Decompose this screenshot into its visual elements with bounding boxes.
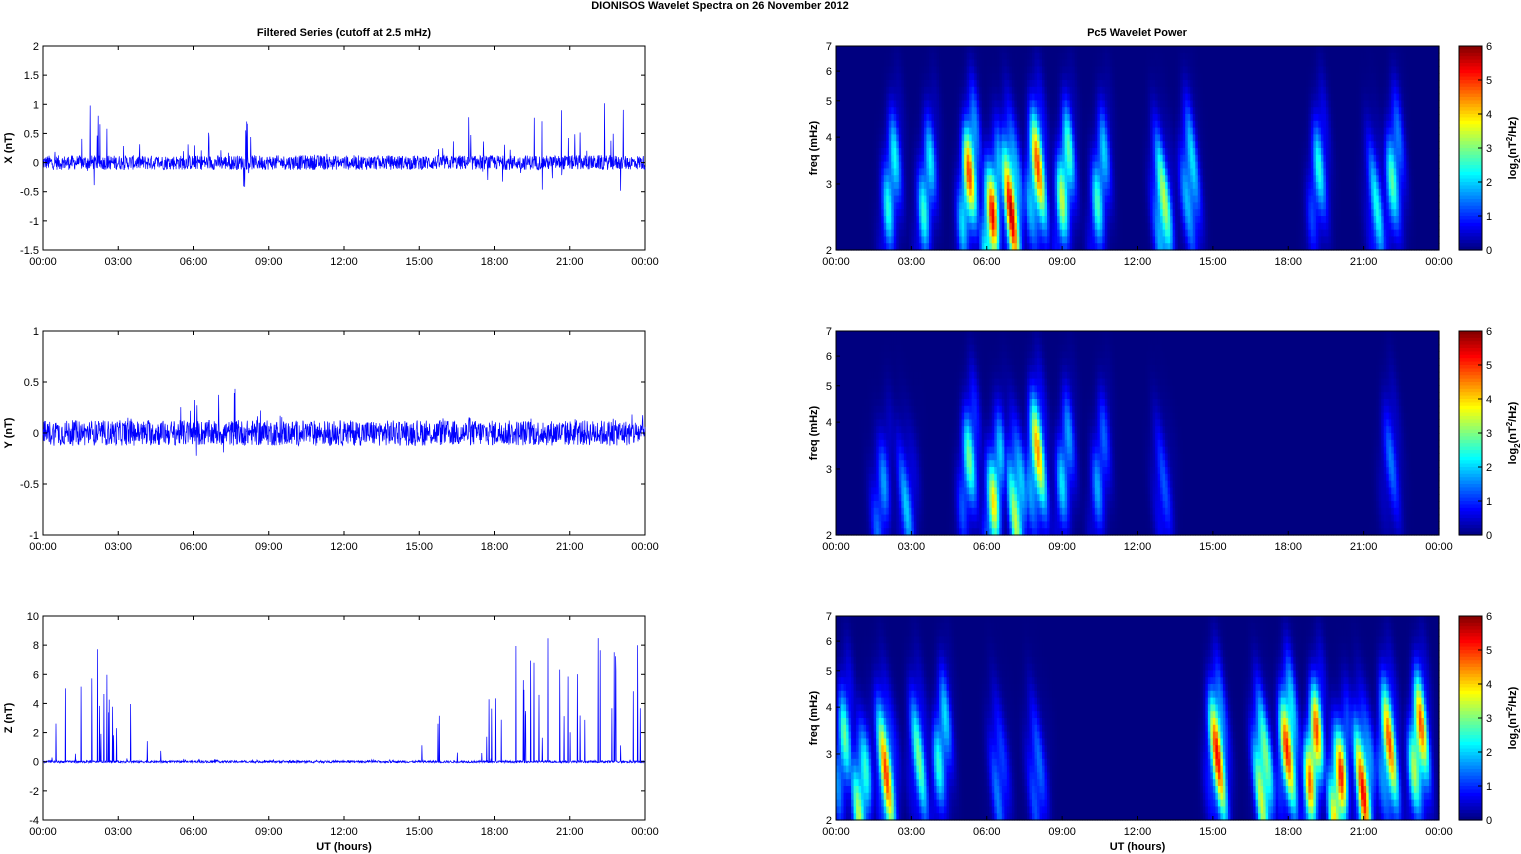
x-tick-label: 12:00: [330, 541, 358, 553]
x-tick-label: 15:00: [405, 256, 433, 268]
x-tick-label: 15:00: [405, 541, 433, 553]
x-tick-label: 00:00: [631, 826, 659, 838]
series-panel-X: 21.510.50-0.5-1-1.500:00 03:00 06:00 09:00 1…: [3, 41, 659, 268]
x-tick-label: 03:00: [104, 256, 132, 268]
y-tick-label: 0: [33, 158, 39, 170]
y-tick-label: 10: [27, 611, 39, 623]
x-tick-label: 09:00: [255, 826, 283, 838]
y-tick-label: 2: [33, 41, 39, 53]
y-tick-label: 6: [33, 669, 39, 681]
x-tick-label: 09:00: [255, 256, 283, 268]
left-column-title: Filtered Series (cutoff at 2.5 mHz): [257, 27, 432, 39]
y-tick-label: 1: [33, 99, 39, 111]
x-tick-label: 15:00: [405, 826, 433, 838]
y-tick-label: -0.5: [20, 479, 39, 491]
x-tick-label: 21:00: [556, 541, 584, 553]
x-tick-label: 03:00: [104, 541, 132, 553]
x-tick-label: 06:00: [180, 541, 208, 553]
x-tick-label: 12:00: [330, 256, 358, 268]
x-tick-label: 21:00: [556, 826, 584, 838]
x-tick-label: 00:00: [29, 256, 57, 268]
x-tick-label: 18:00: [481, 541, 509, 553]
x-tick-label: 21:00: [556, 256, 584, 268]
x-tick-label: 00:00: [631, 541, 659, 553]
figure-title: DIONISOS Wavelet Spectra on 26 November …: [591, 0, 849, 12]
plot-frame: [43, 46, 645, 250]
y-tick-label: 8: [33, 640, 39, 652]
y-tick-label: 1.5: [24, 70, 39, 82]
x-tick-label: 09:00: [255, 541, 283, 553]
x-tick-label: 03:00: [104, 826, 132, 838]
x-tick-label: 00:00: [29, 826, 57, 838]
x-tick-label: 18:00: [481, 256, 509, 268]
x-tick-label: 00:00: [631, 256, 659, 268]
y-tick-label: -0.5: [20, 187, 39, 199]
y-tick-label: -2: [29, 786, 39, 798]
y-tick-label: 0: [33, 757, 39, 769]
y-axis-label: Y (nT): [3, 417, 15, 448]
y-tick-label: 0.5: [24, 377, 39, 389]
y-tick-label: 0: [33, 428, 39, 440]
right-column-title: Pc5 Wavelet Power: [1087, 27, 1188, 39]
x-tick-label: 18:00: [481, 826, 509, 838]
x-tick-label: 12:00: [330, 826, 358, 838]
x-tick-label: 06:00: [180, 826, 208, 838]
y-tick-label: 0.5: [24, 128, 39, 140]
y-tick-label: 4: [33, 698, 39, 710]
y-axis-label: X (nT): [3, 132, 15, 163]
x-axis-label: UT (hours): [316, 841, 372, 853]
plot-frame: [43, 616, 645, 820]
y-tick-label: 1: [33, 326, 39, 338]
x-tick-label: 00:00: [29, 541, 57, 553]
series-panel-Y: 10.50-0.5-100:00 03:00 06:00 09:00 12:00 15:0…: [3, 326, 659, 553]
y-tick-label: -1: [29, 216, 39, 228]
y-tick-label: 2: [33, 728, 39, 740]
y-axis-label: Z (nT): [3, 702, 15, 733]
x-tick-label: 06:00: [180, 256, 208, 268]
